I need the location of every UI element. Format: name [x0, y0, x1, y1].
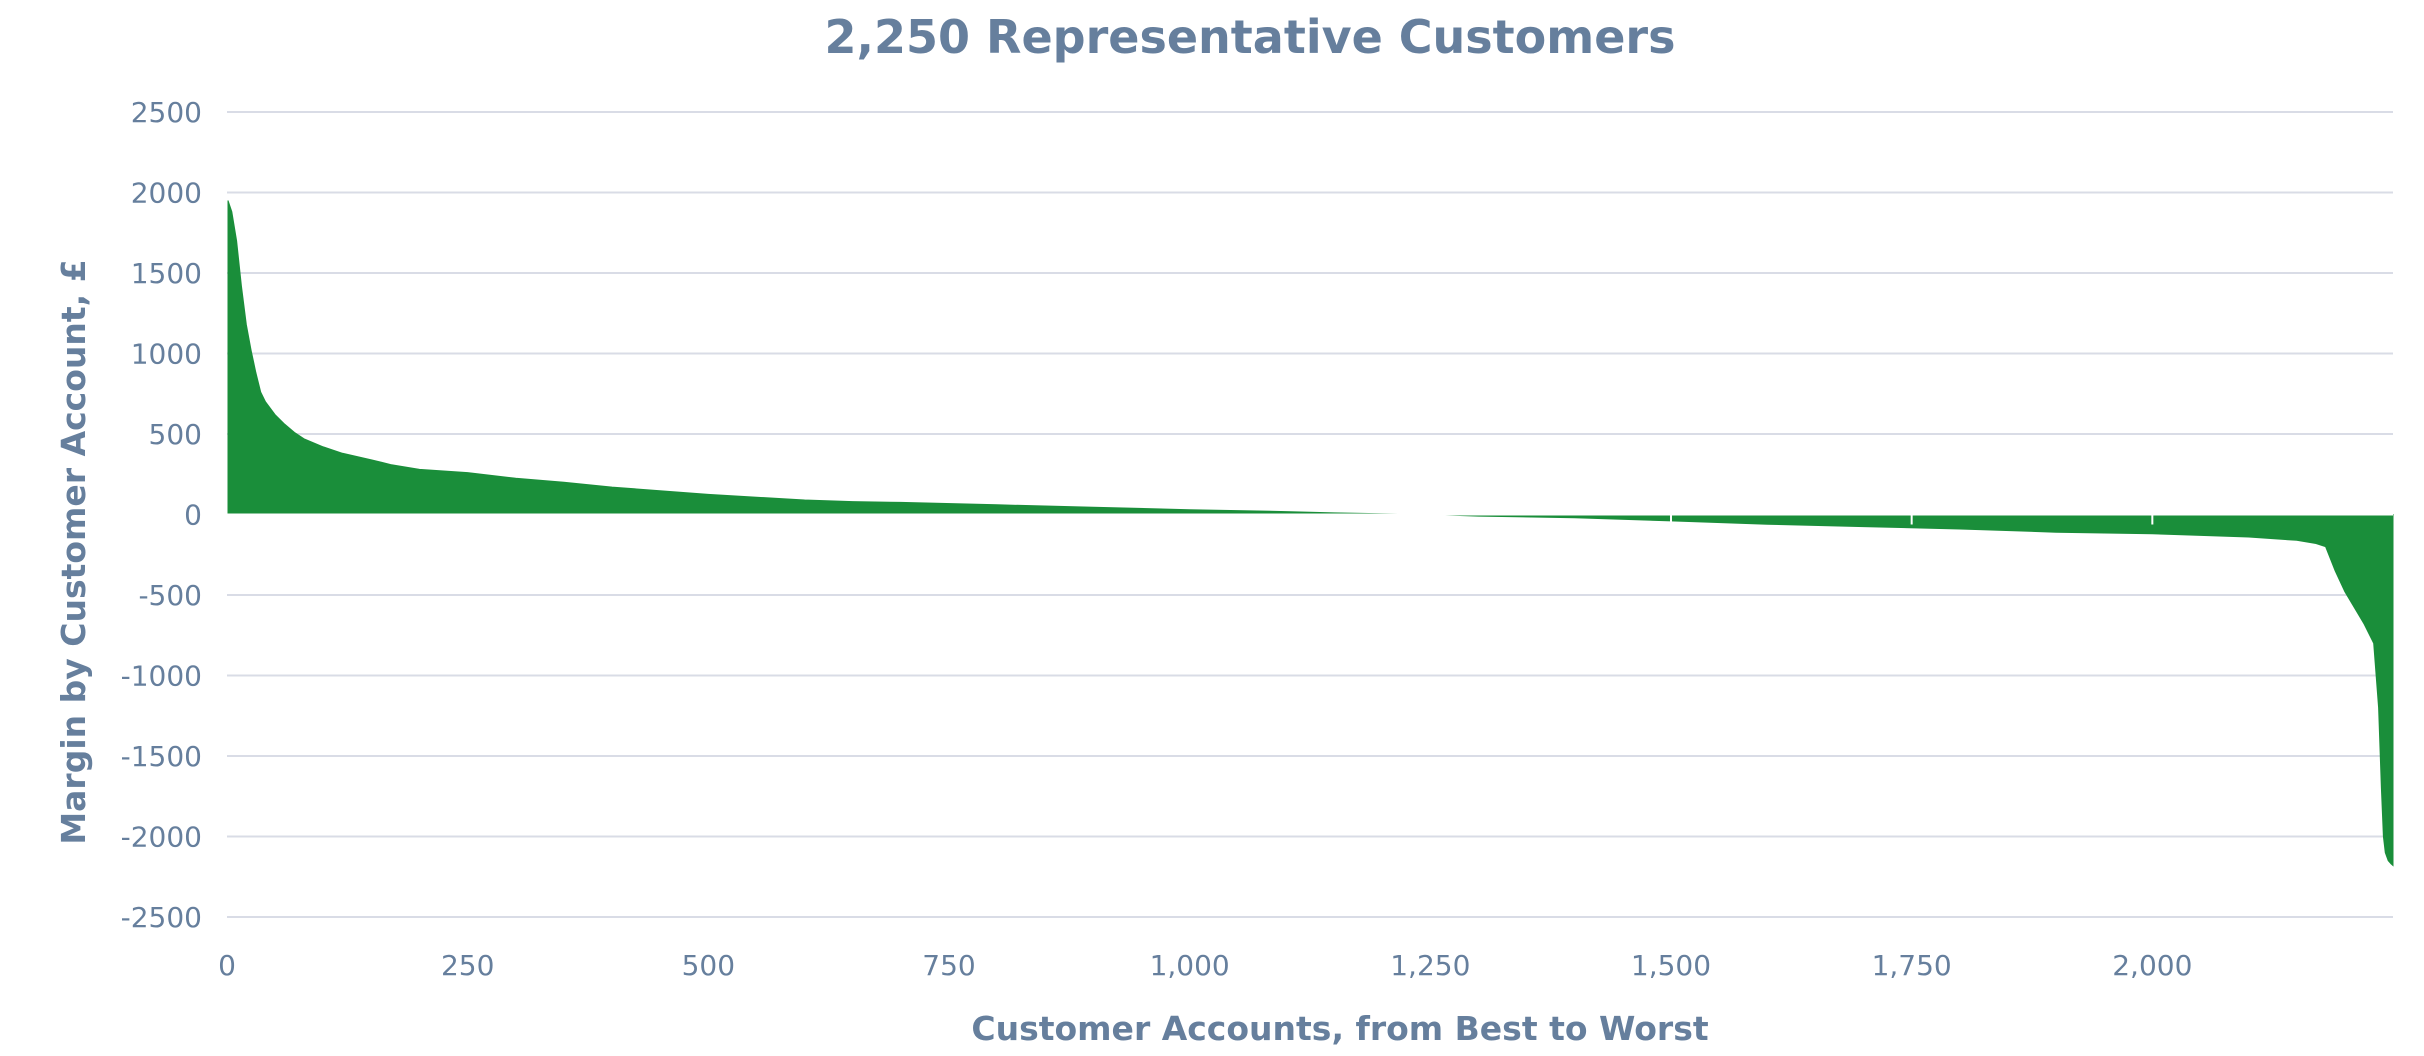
y-tick-label: -500 [138, 579, 202, 612]
y-tick-label: 1500 [131, 257, 202, 290]
x-tick-label: 1,250 [1390, 949, 1470, 982]
chart-title: 2,250 Representative Customers [825, 10, 1676, 64]
x-tick-label: 1,750 [1872, 949, 1952, 982]
y-tick-label: -1000 [121, 660, 202, 693]
y-tick-label: 1000 [131, 338, 202, 371]
y-axis-title: Margin by Customer Account, £ [54, 259, 93, 844]
y-tick-label: -2500 [121, 901, 202, 934]
area-series-margin [227, 200, 2394, 867]
x-axis-title: Customer Accounts, from Best to Worst [971, 1009, 1708, 1048]
x-axis-ticks: 0 250 500 750 1,000 1,250 1,500 1,750 2,000 [218, 514, 2192, 982]
x-tick-label: 2,000 [2112, 949, 2192, 982]
y-axis-ticks: 2500 2000 1500 1000 500 0 -500 -1000 -1500 -2000 -… [121, 96, 202, 934]
y-tick-label: 2500 [131, 96, 202, 129]
x-tick-label: 750 [922, 949, 975, 982]
area-series [227, 200, 2394, 867]
y-tick-label: -2000 [121, 821, 202, 854]
y-tick-label: 2000 [131, 177, 202, 210]
x-tick-label: 1,500 [1631, 949, 1711, 982]
y-tick-label: 0 [184, 499, 202, 532]
y-tick-label: 500 [149, 418, 202, 451]
x-tick-label: 250 [441, 949, 494, 982]
x-tick-label: 0 [218, 949, 236, 982]
x-tick-label: 1,000 [1150, 949, 1230, 982]
y-tick-label: -1500 [121, 740, 202, 773]
x-tick-label: 500 [682, 949, 735, 982]
